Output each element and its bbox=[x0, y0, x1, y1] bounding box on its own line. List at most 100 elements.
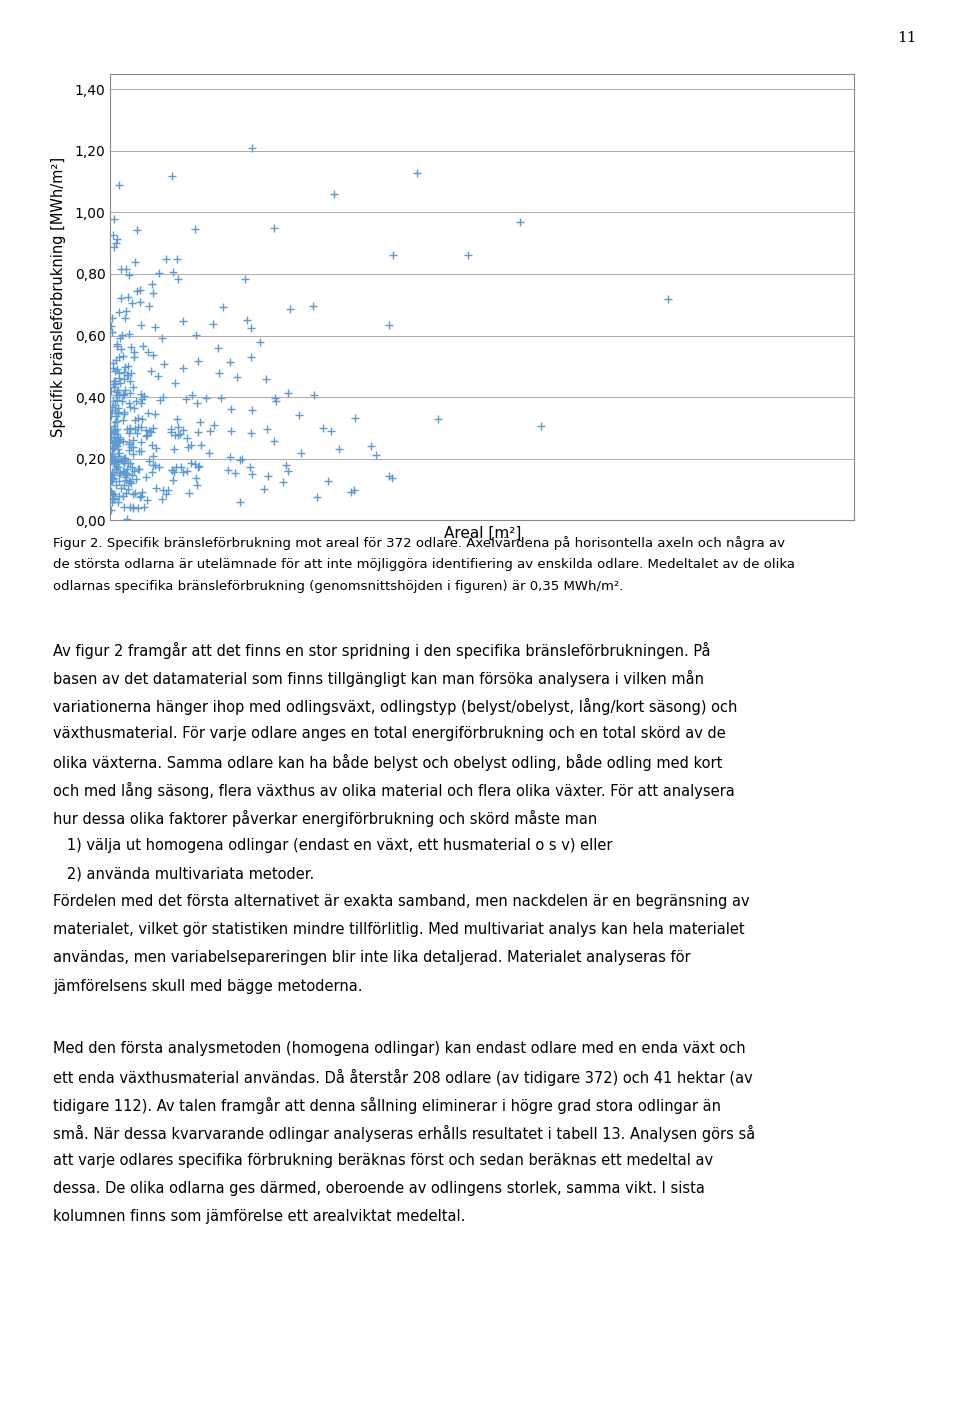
Text: små. När dessa kvarvarande odlingar analyseras erhålls resultatet i tabell 13. A: små. När dessa kvarvarande odlingar anal… bbox=[53, 1124, 756, 1141]
Point bbox=[151, 455, 166, 478]
Point bbox=[280, 381, 296, 404]
Point bbox=[126, 376, 141, 398]
Point bbox=[145, 343, 160, 366]
Point bbox=[266, 430, 281, 452]
Point bbox=[104, 465, 119, 488]
Point bbox=[244, 421, 259, 444]
Point bbox=[106, 421, 121, 444]
Point bbox=[164, 164, 180, 187]
Point bbox=[202, 442, 217, 465]
Point bbox=[117, 465, 132, 488]
Point bbox=[104, 306, 119, 329]
Point bbox=[149, 437, 164, 459]
Point bbox=[107, 437, 122, 459]
Point bbox=[108, 373, 123, 396]
Point bbox=[113, 476, 129, 499]
Point bbox=[117, 379, 132, 401]
Point bbox=[124, 291, 139, 313]
Point bbox=[115, 345, 131, 367]
Point bbox=[385, 244, 401, 267]
Point bbox=[111, 367, 127, 390]
Point bbox=[160, 478, 176, 501]
Point bbox=[107, 488, 122, 510]
Point bbox=[116, 450, 132, 472]
Point bbox=[112, 328, 128, 350]
Text: odlarnas specifika bränsleförbrukning (genomsnittshöjden i figuren) är 0,35 MWh/: odlarnas specifika bränsleförbrukning (g… bbox=[53, 580, 623, 593]
Point bbox=[145, 454, 160, 476]
Point bbox=[111, 431, 127, 454]
Point bbox=[106, 208, 121, 231]
Point bbox=[180, 435, 196, 458]
Point bbox=[106, 376, 121, 398]
Point bbox=[131, 458, 146, 481]
Point bbox=[108, 452, 124, 475]
Point bbox=[106, 431, 121, 454]
Point bbox=[206, 414, 222, 437]
Point bbox=[224, 420, 239, 442]
Point bbox=[154, 488, 169, 510]
Point bbox=[116, 485, 132, 508]
Point bbox=[144, 461, 159, 484]
Point bbox=[107, 461, 122, 484]
Point bbox=[104, 479, 119, 502]
Point bbox=[104, 434, 119, 457]
Point bbox=[134, 481, 150, 503]
Point bbox=[138, 424, 154, 447]
Point bbox=[260, 464, 276, 486]
Point bbox=[111, 173, 127, 196]
Point bbox=[237, 268, 252, 291]
Point bbox=[213, 387, 228, 410]
Point bbox=[189, 391, 204, 414]
Point bbox=[119, 508, 134, 530]
Point bbox=[104, 420, 119, 442]
Point bbox=[144, 272, 159, 295]
Point bbox=[104, 445, 119, 468]
Point bbox=[243, 316, 258, 339]
Point bbox=[123, 336, 138, 359]
Point bbox=[220, 459, 235, 482]
Point bbox=[120, 364, 135, 387]
Point bbox=[105, 467, 120, 489]
Point bbox=[347, 478, 362, 501]
Point bbox=[256, 478, 272, 501]
Point bbox=[108, 430, 123, 452]
Text: variationerna hänger ihop med odlingsväxt, odlingstyp (belyst/obelyst, lång/kort: variationerna hänger ihop med odlingsväx… bbox=[53, 698, 737, 715]
Point bbox=[191, 349, 206, 372]
Point bbox=[109, 491, 125, 513]
Point bbox=[122, 469, 137, 492]
Text: dessa. De olika odlarna ges därmed, oberoende av odlingens storlek, samma vikt. : dessa. De olika odlarna ges därmed, ober… bbox=[53, 1181, 705, 1195]
Point bbox=[188, 323, 204, 346]
Point bbox=[184, 384, 200, 407]
Point bbox=[138, 418, 154, 441]
Point bbox=[119, 462, 134, 485]
Point bbox=[118, 482, 133, 505]
Point bbox=[164, 420, 180, 442]
Point bbox=[324, 420, 339, 442]
Point bbox=[127, 418, 142, 441]
Point bbox=[138, 467, 154, 489]
Point bbox=[120, 363, 135, 386]
Point bbox=[331, 438, 347, 461]
Point bbox=[147, 316, 162, 339]
Point bbox=[108, 420, 123, 442]
Point bbox=[113, 448, 129, 471]
Point bbox=[191, 455, 206, 478]
Point bbox=[109, 389, 125, 411]
Point bbox=[125, 455, 140, 478]
Point bbox=[104, 380, 119, 403]
Point bbox=[187, 217, 203, 240]
Point bbox=[123, 396, 138, 418]
Point bbox=[106, 468, 121, 491]
Point bbox=[110, 401, 126, 424]
Point bbox=[105, 396, 120, 418]
Point bbox=[107, 428, 122, 451]
Point bbox=[116, 369, 132, 391]
Point bbox=[128, 390, 143, 413]
Point bbox=[109, 428, 125, 451]
Point bbox=[107, 482, 122, 505]
Point bbox=[239, 309, 254, 332]
Point bbox=[224, 397, 239, 420]
Point bbox=[111, 384, 127, 407]
Point bbox=[117, 462, 132, 485]
Text: de största odlarna är utelämnade för att inte möjliggöra identifiering av enskil: de största odlarna är utelämnade för att… bbox=[53, 557, 795, 571]
